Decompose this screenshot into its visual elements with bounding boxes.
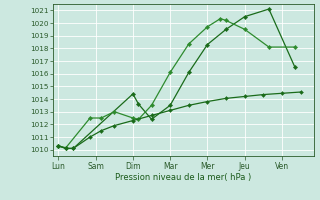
X-axis label: Pression niveau de la mer( hPa ): Pression niveau de la mer( hPa ) — [115, 173, 251, 182]
